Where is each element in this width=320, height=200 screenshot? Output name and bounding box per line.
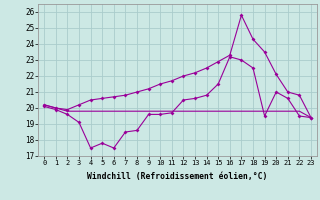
X-axis label: Windchill (Refroidissement éolien,°C): Windchill (Refroidissement éolien,°C)	[87, 172, 268, 181]
